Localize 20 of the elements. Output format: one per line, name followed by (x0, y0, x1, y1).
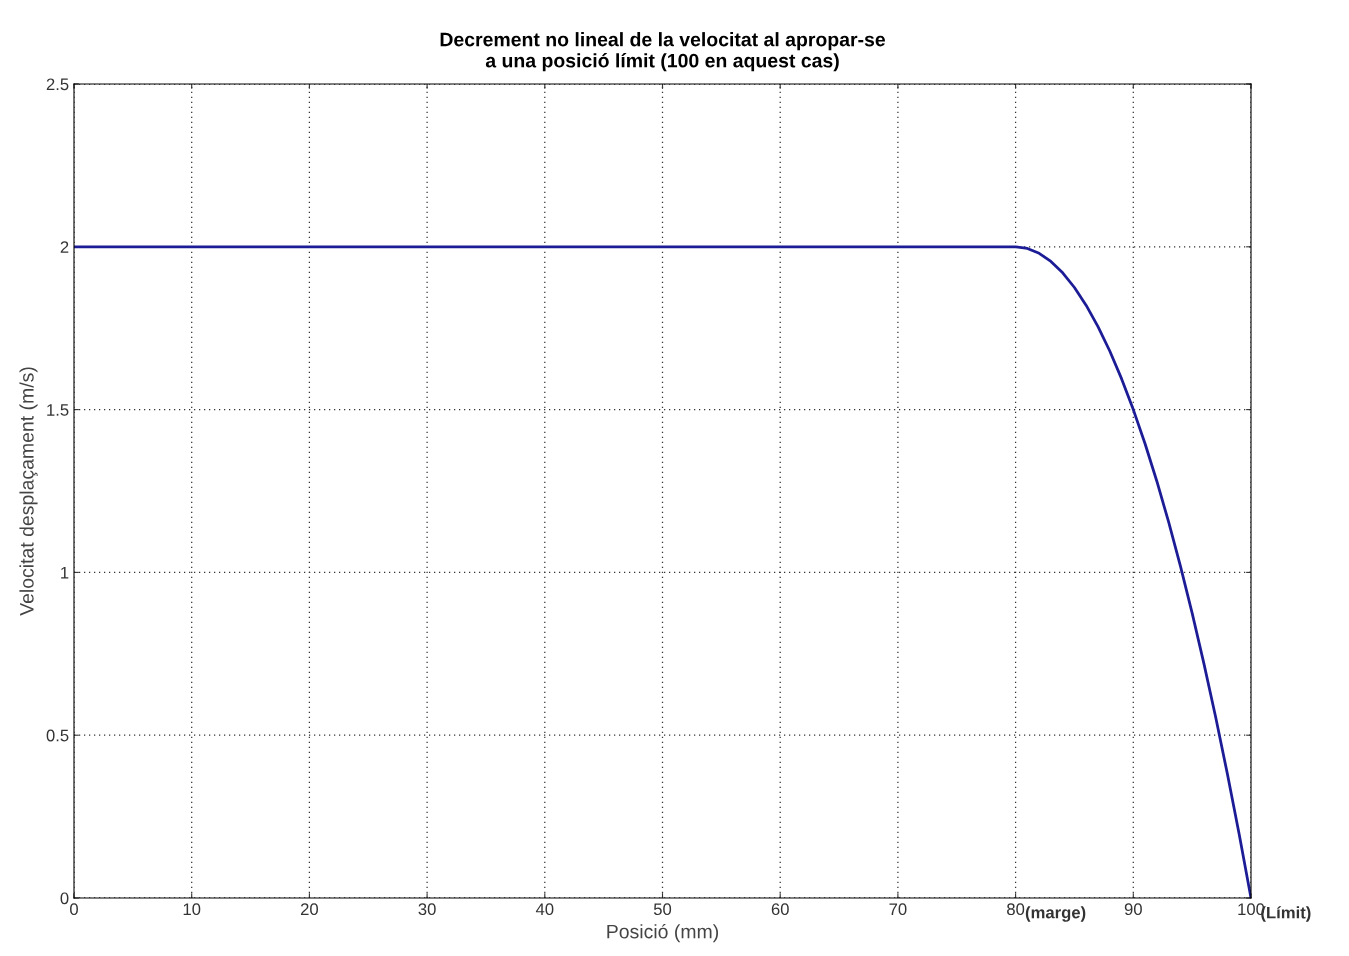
y-tick-label: 1 (61, 566, 69, 579)
y-tick-label: 1.5 (47, 404, 69, 416)
y-tick-label: 2 (60, 241, 69, 253)
x-axis-title: Posició (mm) (607, 923, 719, 943)
x-tick-label: 30 (418, 903, 436, 916)
y-tick-label: 0 (60, 892, 69, 905)
y-tick-label: 0.5 (46, 729, 69, 742)
y-axis-title: Velocitat desplaçament (m/s) (19, 367, 38, 616)
x-tick-label: 70 (889, 903, 907, 916)
text: (marge) (1025, 906, 1086, 922)
x-tick-label: 40 (535, 903, 554, 916)
x-tick-label: 60 (771, 903, 789, 916)
chart-title: Decrement no lineal de la velocitat al apropar-se a una posició límit (100 en aquest cas) (440, 32, 885, 72)
y-tick-label: 2.5 (46, 78, 69, 91)
x-tick-label: 0 (70, 903, 78, 916)
x-tick-label: 20 (300, 903, 319, 916)
x-tick-label: 90 (1124, 903, 1142, 916)
x-tick-label: 80 (1007, 903, 1025, 916)
x-tick-label: 50 (653, 903, 672, 916)
x-tick-label: 10 (183, 903, 201, 916)
